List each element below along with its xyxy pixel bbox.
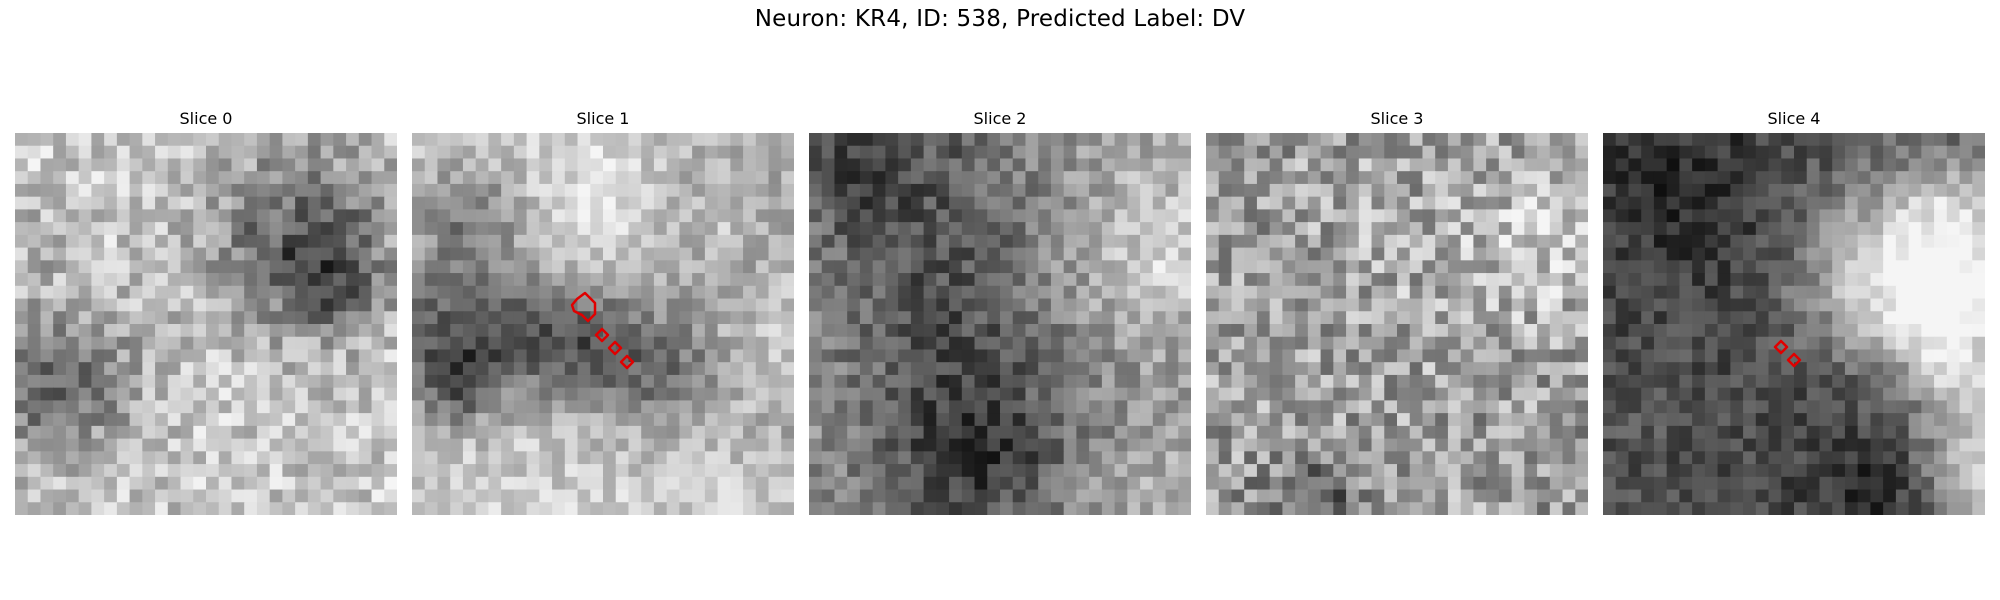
slice-title: Slice 3 bbox=[1370, 109, 1424, 128]
slice-image bbox=[809, 133, 1191, 515]
roi-outline bbox=[1786, 352, 1802, 368]
slice-image bbox=[1206, 133, 1588, 515]
figure-title: Neuron: KR4, ID: 538, Predicted Label: D… bbox=[754, 6, 1246, 32]
slice-title: Slice 0 bbox=[179, 109, 233, 128]
slice-title: Slice 2 bbox=[973, 109, 1027, 128]
slice-image bbox=[412, 133, 794, 515]
slice-image bbox=[15, 133, 397, 515]
slice-panel-3: Slice 3 bbox=[1206, 108, 1588, 515]
slice-panel-2: Slice 2 bbox=[809, 108, 1191, 515]
roi-outline bbox=[594, 327, 610, 343]
roi-outline bbox=[1773, 339, 1789, 355]
slice-title: Slice 4 bbox=[1767, 109, 1821, 128]
slice-panel-4: Slice 4 bbox=[1603, 108, 1985, 515]
slice-title: Slice 1 bbox=[576, 109, 630, 128]
roi-outline bbox=[570, 291, 597, 323]
slice-image bbox=[1603, 133, 1985, 515]
slice-panel-0: Slice 0 bbox=[15, 108, 397, 515]
roi-outline bbox=[607, 340, 623, 356]
slice-panel-1: Slice 1 bbox=[412, 108, 794, 515]
roi-outline bbox=[619, 354, 635, 370]
